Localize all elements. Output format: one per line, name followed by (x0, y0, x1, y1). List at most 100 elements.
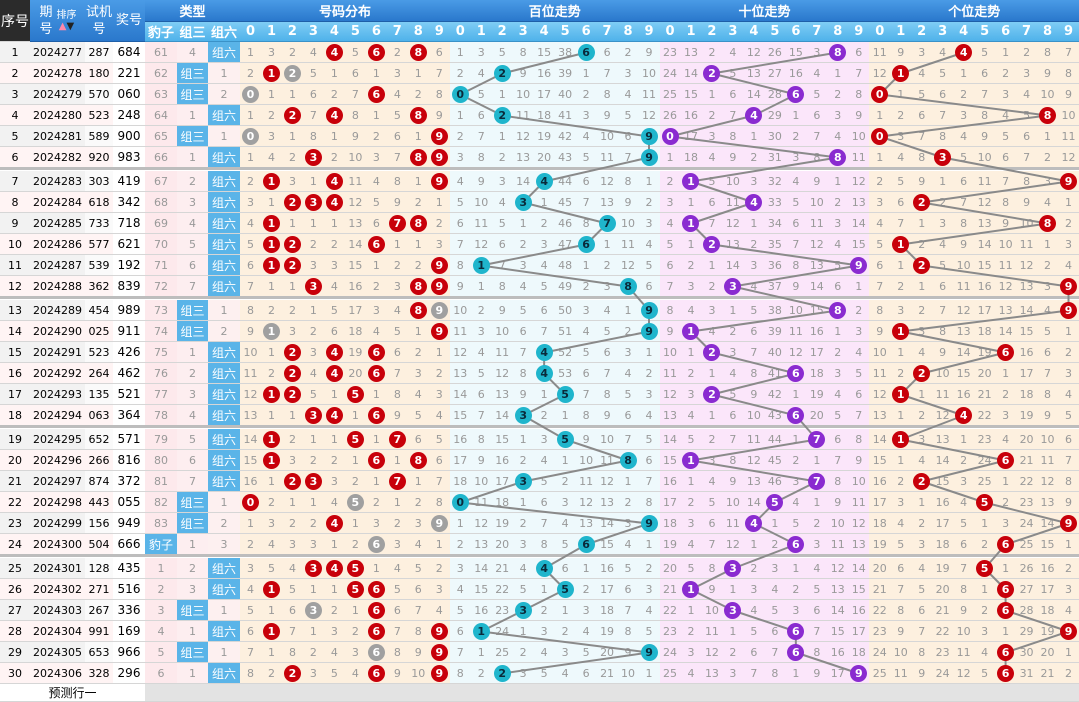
tens-cell: 4 (764, 579, 787, 600)
predict-cell[interactable] (911, 684, 934, 702)
dist-cell: 8 (407, 42, 430, 63)
predict-cell[interactable] (145, 684, 178, 702)
predict-cell[interactable] (281, 684, 304, 702)
units-ball: 1 (892, 385, 910, 403)
predict-cell[interactable] (449, 684, 472, 702)
units-cell: 25 (869, 663, 892, 684)
units-cell: 10 (1037, 84, 1060, 105)
hundreds-cell: 1 (449, 105, 472, 126)
hundreds-cell: 2 (554, 621, 577, 642)
row-seq: 8 (0, 192, 31, 213)
dist-ball: 4 (325, 364, 343, 382)
hundreds-cell: 3 (512, 534, 535, 555)
predict-cell[interactable] (302, 684, 325, 702)
header-type-0: 豹子 (145, 22, 178, 42)
units-cell: 1 (995, 42, 1018, 63)
header-hundreds-digit-7: 7 (596, 22, 619, 42)
predict-cell[interactable] (512, 684, 535, 702)
row-test-number: 156 (85, 513, 114, 534)
predict-cell[interactable] (596, 684, 619, 702)
sort-button[interactable]: 排序 ▲▼ (57, 10, 77, 32)
hundreds-cell: 4 (533, 450, 556, 471)
hundreds-cell: 9 (617, 642, 640, 663)
predict-cell[interactable] (208, 684, 241, 702)
hundreds-ball: 3 (514, 472, 532, 490)
predict-cell[interactable] (827, 684, 850, 702)
predict-cell[interactable] (533, 684, 556, 702)
sort-arrows-icon[interactable]: ▲▼ (58, 20, 75, 32)
dist-cell: 3 (260, 126, 283, 147)
header-hundreds-digit-6: 6 (575, 22, 598, 42)
units-cell: 25 (974, 471, 997, 492)
hundreds-cell: 5 (491, 213, 514, 234)
predict-cell[interactable] (554, 684, 577, 702)
row-seq: 19 (0, 429, 31, 450)
tens-cell: 1 (827, 171, 850, 192)
type-hit-2: 组六 (208, 558, 241, 579)
predict-cell[interactable] (428, 684, 451, 702)
predict-cell[interactable] (617, 684, 640, 702)
predict-cell[interactable] (407, 684, 430, 702)
dist-cell: 3 (302, 255, 325, 276)
predict-cell[interactable] (659, 684, 682, 702)
header-issue[interactable]: 期号 排序 ▲▼ (30, 0, 86, 42)
predict-cell[interactable] (491, 684, 514, 702)
predict-cell[interactable] (932, 684, 955, 702)
hundreds-cell: 6 (617, 405, 640, 426)
row-prize-number: 900 (113, 126, 146, 147)
predict-cell[interactable] (638, 684, 661, 702)
predict-cell[interactable] (974, 684, 997, 702)
predict-cell[interactable] (323, 684, 346, 702)
predict-cell[interactable] (177, 684, 209, 702)
tens-cell: 10 (827, 513, 850, 534)
type-omission: 2 (177, 363, 209, 384)
predict-cell[interactable] (1037, 684, 1060, 702)
type-omission: 64 (145, 105, 178, 126)
units-cell: 9 (953, 600, 976, 621)
predict-cell[interactable] (869, 684, 892, 702)
predict-cell[interactable] (701, 684, 724, 702)
predict-cell[interactable] (386, 684, 409, 702)
type-omission: 1 (177, 147, 209, 168)
hundreds-cell: 9 (617, 192, 640, 213)
dist-cell: 2 (365, 126, 388, 147)
dist-ball: 6 (367, 364, 385, 382)
digit-label: 2 (917, 24, 927, 39)
units-cell: 2 (1058, 558, 1079, 579)
predict-cell[interactable] (1016, 684, 1039, 702)
dist-cell: 5 (365, 192, 388, 213)
predict-cell[interactable] (995, 684, 1018, 702)
predict-cell[interactable] (953, 684, 976, 702)
predict-cell[interactable] (785, 684, 808, 702)
predict-cell[interactable] (575, 684, 598, 702)
predict-cell[interactable] (240, 684, 262, 702)
predict-cell[interactable] (260, 684, 283, 702)
units-cell: 3 (932, 147, 955, 168)
predict-cell[interactable] (722, 684, 745, 702)
units-cell: 1 (953, 63, 976, 84)
predict-cell[interactable] (743, 684, 766, 702)
units-cell: 23 (932, 642, 955, 663)
dist-cell: 18 (344, 321, 367, 342)
predict-cell[interactable] (764, 684, 787, 702)
dist-cell: 2 (281, 63, 304, 84)
units-cell: 4 (1058, 384, 1079, 405)
predict-cell[interactable] (470, 684, 493, 702)
predict-cell[interactable] (344, 684, 367, 702)
hundreds-cell: 12 (596, 471, 619, 492)
units-cell: 7 (932, 300, 955, 321)
units-cell: 6 (995, 147, 1018, 168)
units-cell: 14 (1016, 300, 1039, 321)
row-test-number: 025 (85, 321, 114, 342)
predict-cell[interactable] (848, 684, 871, 702)
units-cell: 1 (1058, 534, 1079, 555)
predict-cell[interactable] (806, 684, 829, 702)
dist-cell: 5 (240, 600, 262, 621)
tens-cell: 12 (806, 234, 829, 255)
tens-cell: 1 (743, 126, 766, 147)
hundreds-cell: 13 (470, 534, 493, 555)
predict-cell[interactable] (680, 684, 703, 702)
predict-cell[interactable] (890, 684, 913, 702)
predict-cell[interactable] (365, 684, 388, 702)
predict-cell[interactable] (1058, 684, 1079, 702)
